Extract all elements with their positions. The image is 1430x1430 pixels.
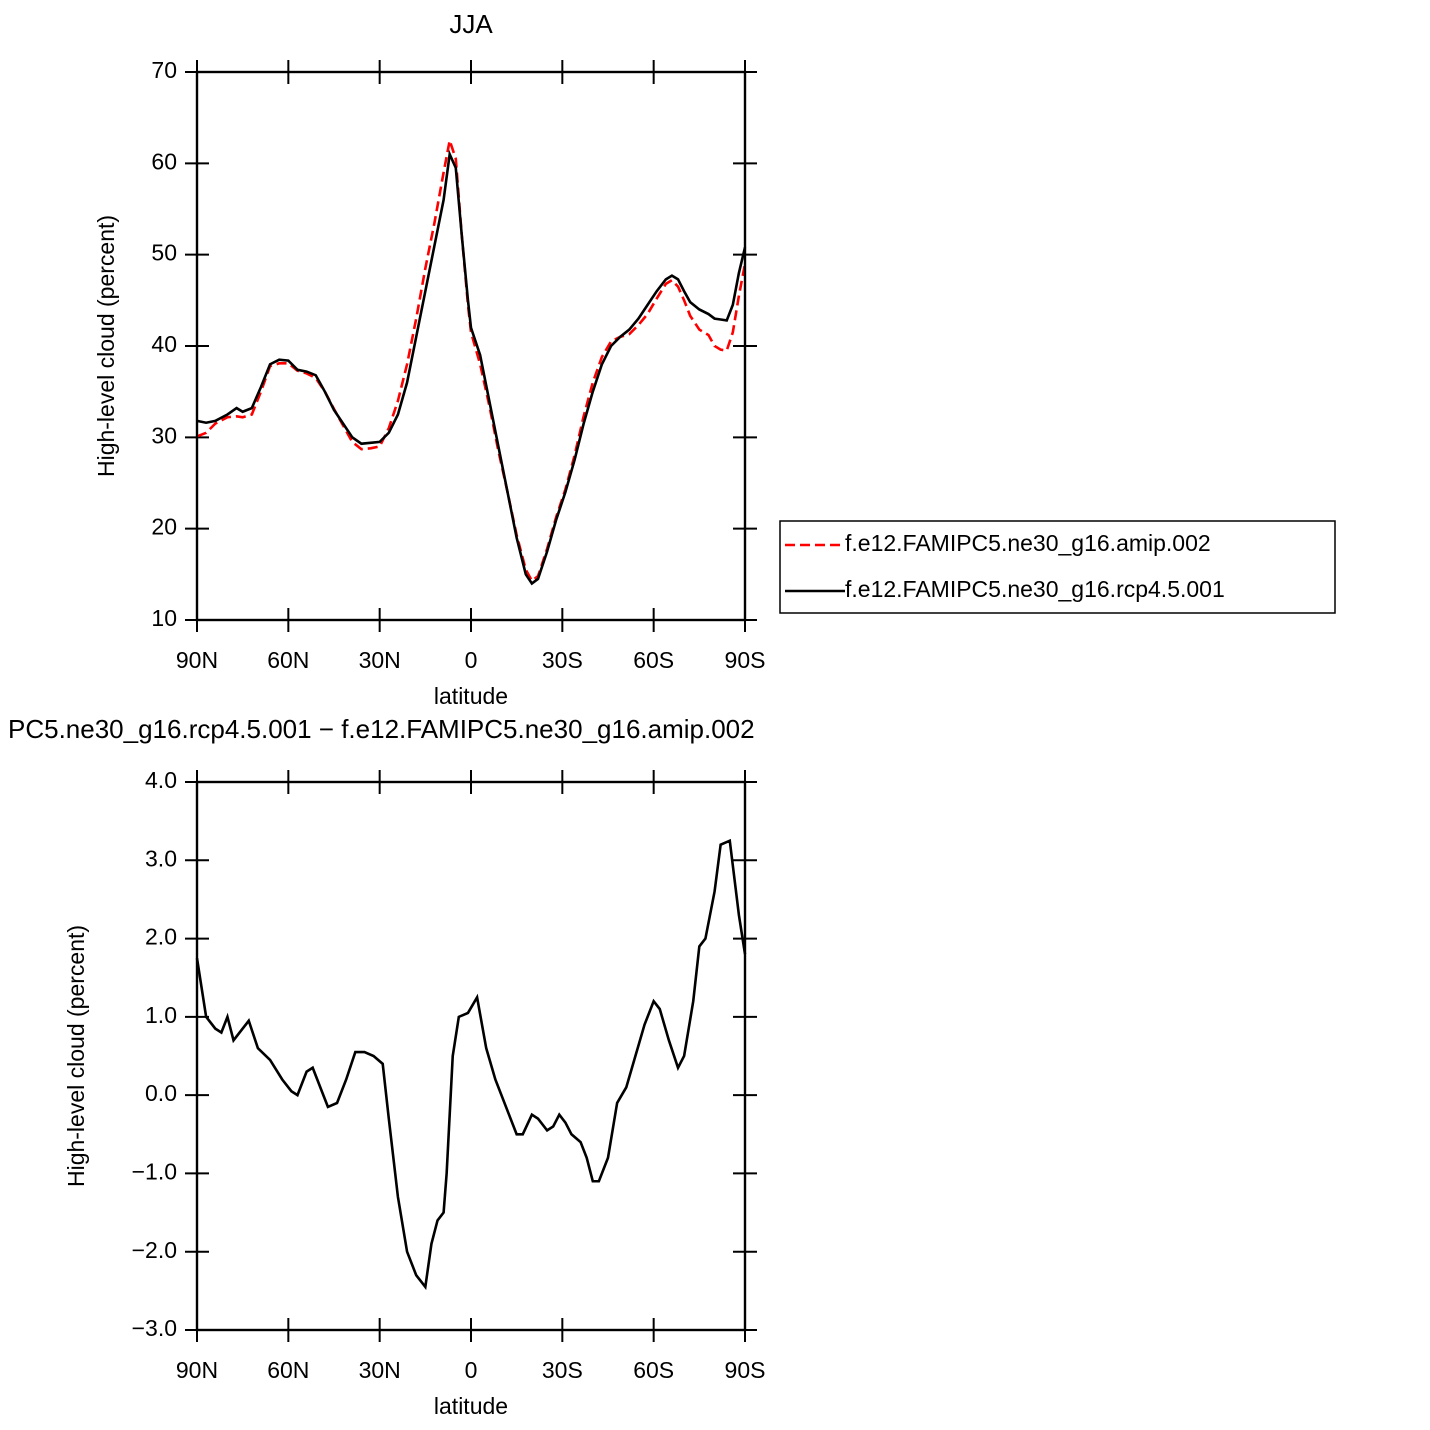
y-tick-label: −2.0 — [132, 1237, 177, 1263]
x-tick-label: 60S — [633, 647, 674, 673]
y-tick-label: −1.0 — [132, 1159, 177, 1185]
x-tick-label: 60S — [633, 1357, 674, 1383]
x-axis-label: latitude — [434, 683, 508, 709]
x-tick-label: 60N — [267, 647, 309, 673]
legend-label: f.e12.FAMIPC5.ne30_g16.rcp4.5.001 — [845, 576, 1225, 602]
y-tick-label: 70 — [151, 57, 177, 83]
plot-frame — [195, 780, 747, 1332]
plot-frame — [195, 70, 747, 622]
chart-title: JJA — [449, 9, 493, 39]
x-tick-label: 60N — [267, 1357, 309, 1383]
x-tick-label: 30N — [359, 1357, 401, 1383]
x-tick-label: 30S — [542, 647, 583, 673]
y-tick-label: −3.0 — [132, 1315, 177, 1341]
y-tick-label: 2.0 — [145, 924, 177, 950]
y-tick-label: 10 — [151, 605, 177, 631]
x-tick-label: 30S — [542, 1357, 583, 1383]
y-axis-label: High-level cloud (percent) — [93, 215, 119, 477]
chart-title: PC5.ne30_g16.rcp4.5.001 − f.e12.FAMIPC5.… — [8, 714, 755, 744]
x-tick-label: 90S — [725, 647, 766, 673]
legend-label: f.e12.FAMIPC5.ne30_g16.amip.002 — [845, 530, 1211, 556]
data-line — [196, 149, 747, 586]
x-tick-label: 0 — [465, 1357, 478, 1383]
y-tick-label: 20 — [151, 514, 177, 540]
x-tick-label: 90S — [725, 1357, 766, 1383]
y-tick-label: 4.0 — [145, 767, 177, 793]
data-line — [195, 838, 747, 1291]
x-axis-label: latitude — [434, 1393, 508, 1419]
y-tick-label: 60 — [151, 148, 177, 174]
x-tick-label: 90N — [176, 647, 218, 673]
y-tick-label: 0.0 — [145, 1080, 177, 1106]
x-tick-label: 90N — [176, 1357, 218, 1383]
y-tick-label: 40 — [151, 331, 177, 357]
y-axis-label: High-level cloud (percent) — [63, 925, 89, 1187]
x-tick-label: 0 — [465, 647, 478, 673]
x-tick-label: 30N — [359, 647, 401, 673]
y-tick-label: 1.0 — [145, 1002, 177, 1028]
y-tick-label: 3.0 — [145, 845, 177, 871]
y-tick-label: 50 — [151, 240, 177, 266]
legend-box — [779, 520, 1336, 614]
y-tick-label: 30 — [151, 422, 177, 448]
